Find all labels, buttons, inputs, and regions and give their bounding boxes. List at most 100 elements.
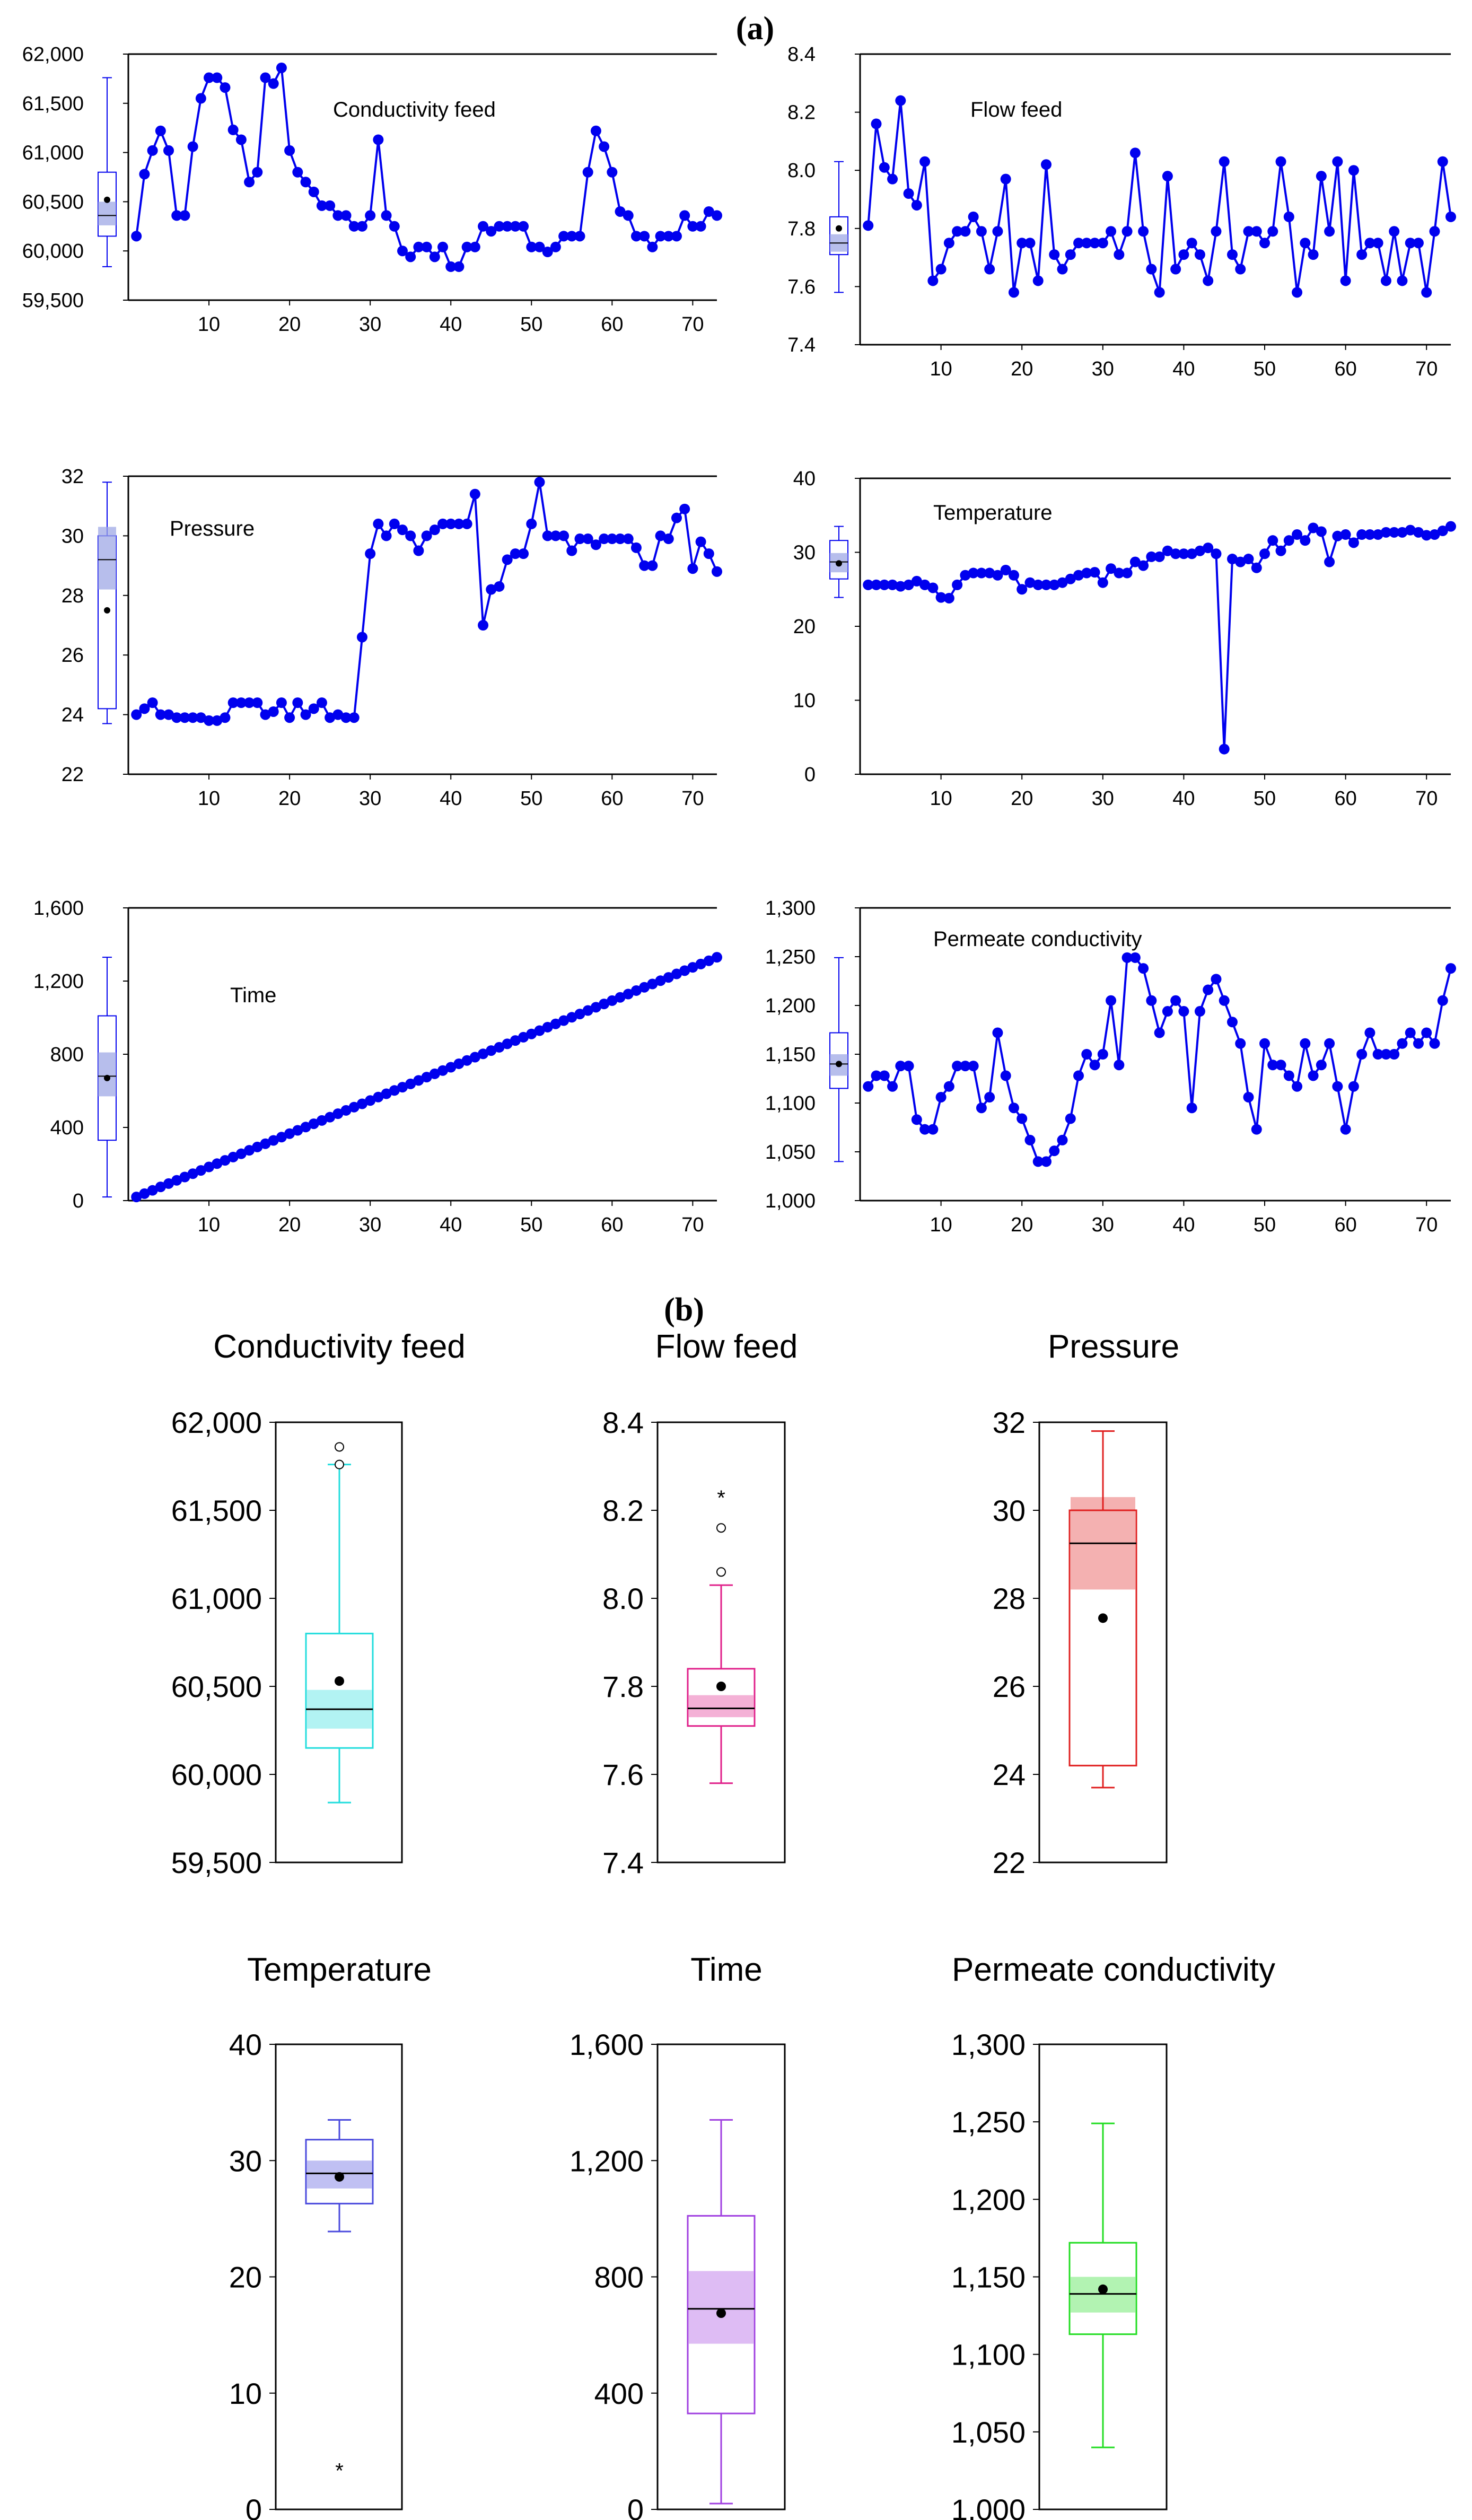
data-point xyxy=(453,518,465,529)
data-point xyxy=(502,221,513,232)
chart-title: Time xyxy=(230,984,276,1007)
mini-mean xyxy=(836,1061,842,1068)
plot-frame xyxy=(275,1421,403,1863)
data-point xyxy=(325,712,336,723)
data-point xyxy=(421,530,432,541)
data-point xyxy=(1219,156,1230,167)
data-point xyxy=(300,1122,311,1133)
data-point xyxy=(1308,1070,1319,1081)
y-tick-label: 7.4 xyxy=(787,334,816,356)
data-point xyxy=(1275,545,1286,556)
data-point xyxy=(1129,147,1141,159)
data-point xyxy=(1114,249,1125,260)
data-point xyxy=(220,82,231,93)
data-point xyxy=(163,145,174,156)
y-tick-label: 20 xyxy=(229,2261,262,2294)
data-point xyxy=(1397,275,1408,286)
y-tick-label: 1,200 xyxy=(33,970,84,993)
data-point xyxy=(1292,1081,1303,1092)
data-point xyxy=(268,78,279,89)
data-point xyxy=(1389,1049,1400,1060)
data-point xyxy=(308,186,319,197)
data-point xyxy=(663,533,674,545)
chart-box-pressure: Pressure 22 24 26 28 30 32 xyxy=(993,1328,1179,1879)
data-point xyxy=(558,1015,569,1026)
y-tick-label: 1,300 xyxy=(765,897,816,920)
data-point xyxy=(405,251,416,262)
data-point xyxy=(1226,249,1238,260)
data-point xyxy=(1437,995,1448,1006)
data-point xyxy=(1267,226,1278,237)
data-point xyxy=(1219,743,1230,755)
data-point xyxy=(582,167,593,178)
chart-title: Time xyxy=(690,1952,762,1988)
data-point xyxy=(927,275,939,286)
data-point xyxy=(308,703,319,714)
data-point xyxy=(147,697,158,708)
data-point xyxy=(1364,238,1375,249)
data-point xyxy=(139,1188,150,1199)
data-point xyxy=(1316,1060,1327,1071)
chart-title: Permeate conductivity xyxy=(952,1952,1275,1988)
data-point xyxy=(1429,529,1440,540)
iqr-box xyxy=(687,1668,756,1727)
y-tick-label: 30 xyxy=(229,2144,262,2177)
mean-marker xyxy=(716,1682,726,1691)
chart-ts-flow: 7.4 7.6 7.8 8.0 8.2 8.4 10 20 30 40 50 60 70 Flow fee… xyxy=(787,43,1456,380)
data-point xyxy=(879,162,890,173)
data-point xyxy=(268,1135,279,1146)
y-tick-label: 32 xyxy=(993,1406,1026,1439)
data-point xyxy=(1138,560,1149,571)
y-tick-label: 1,250 xyxy=(765,946,816,968)
data-point xyxy=(381,1088,392,1099)
data-point xyxy=(1162,1006,1173,1017)
iqr-box xyxy=(305,2139,374,2204)
y-tick-label: 1,000 xyxy=(951,2493,1026,2520)
data-point xyxy=(494,1042,505,1053)
data-point xyxy=(1146,551,1157,562)
data-point xyxy=(348,1101,360,1113)
data-point xyxy=(260,72,271,83)
outlier-point xyxy=(716,1567,726,1577)
data-point xyxy=(381,530,392,541)
mini-box-ci xyxy=(98,527,116,590)
data-point xyxy=(935,592,947,603)
data-point xyxy=(1178,249,1189,260)
data-point xyxy=(445,261,457,272)
y-tick-label: 30 xyxy=(793,542,816,564)
mean-marker xyxy=(716,2308,726,2318)
data-point xyxy=(871,579,882,590)
data-point xyxy=(1057,1134,1068,1145)
chart-title: Permeate conductivity xyxy=(933,928,1142,951)
data-point xyxy=(863,220,874,231)
data-point xyxy=(1356,529,1368,540)
y-tick-label: 30 xyxy=(62,525,84,547)
data-point xyxy=(187,141,198,152)
y-tick-label: 8.2 xyxy=(602,1494,644,1527)
data-point xyxy=(1372,529,1383,540)
data-point xyxy=(1275,1060,1286,1071)
data-point xyxy=(1049,1145,1060,1157)
data-point xyxy=(502,554,513,565)
data-point xyxy=(486,1045,497,1056)
data-point xyxy=(1040,159,1052,170)
data-point xyxy=(1024,577,1036,588)
y-tick-label: 0 xyxy=(804,764,816,786)
y-tick-label: 22 xyxy=(62,764,84,786)
y-tick-label: 1,050 xyxy=(765,1141,816,1163)
y-tick-label: 1,200 xyxy=(765,995,816,1017)
data-point xyxy=(1405,238,1416,249)
data-point xyxy=(1429,1038,1440,1049)
y-tick-label: 26 xyxy=(993,1670,1026,1703)
y-tick-label: 20 xyxy=(793,616,816,638)
data-point xyxy=(1121,226,1133,237)
data-point xyxy=(574,1009,585,1020)
data-point xyxy=(510,548,521,559)
data-point xyxy=(1348,1081,1359,1092)
outlier-point xyxy=(335,1459,344,1469)
data-point xyxy=(1380,527,1391,538)
y-tick-label: 60,000 xyxy=(171,1758,262,1791)
data-point xyxy=(1097,238,1108,249)
chart-title: Conductivity feed xyxy=(213,1328,466,1365)
x-tick-label: 40 xyxy=(1172,788,1195,810)
